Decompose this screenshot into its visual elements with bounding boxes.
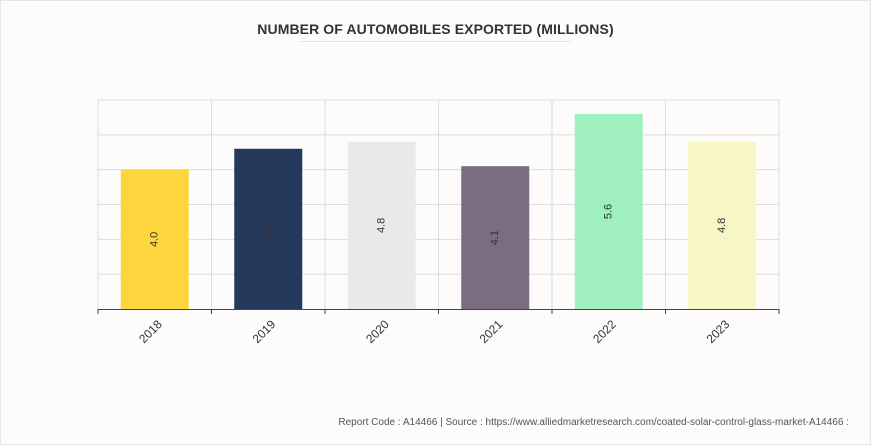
bar-value-label: 4.1 [489,230,501,245]
bars-group [120,113,757,309]
x-tick-label: 2018 [136,317,165,346]
bar[interactable] [461,166,530,309]
source-footer: Report Code : A14466 | Source : https://… [338,417,849,428]
bar-value-label: 4.6 [262,221,274,236]
x-tick-label: 2020 [363,317,392,346]
bar[interactable] [574,113,643,309]
chart-title: NUMBER OF AUTOMOBILES EXPORTED (MILLIONS… [257,21,614,37]
bar[interactable] [120,169,189,309]
x-tick-label: 2023 [704,317,733,346]
grid-lines [97,99,780,309]
x-tick-label: 2021 [477,317,506,346]
bar[interactable] [347,141,416,309]
value-labels-group: 4.0 4.6 4.8 4.1 5.6 4.8 [149,204,729,247]
x-tick-label: 2019 [250,317,279,346]
bar-value-label: 4.0 [149,232,161,247]
x-axis: 2018 2019 2020 2021 2022 2023 [97,309,780,346]
bar[interactable] [234,148,303,309]
x-tick-label: 2022 [590,317,619,346]
bar-value-label: 4.8 [376,218,388,233]
bar-value-label: 5.6 [603,204,615,219]
bar[interactable] [688,141,757,309]
bar-value-label: 4.8 [716,218,728,233]
title-underline [300,41,571,42]
